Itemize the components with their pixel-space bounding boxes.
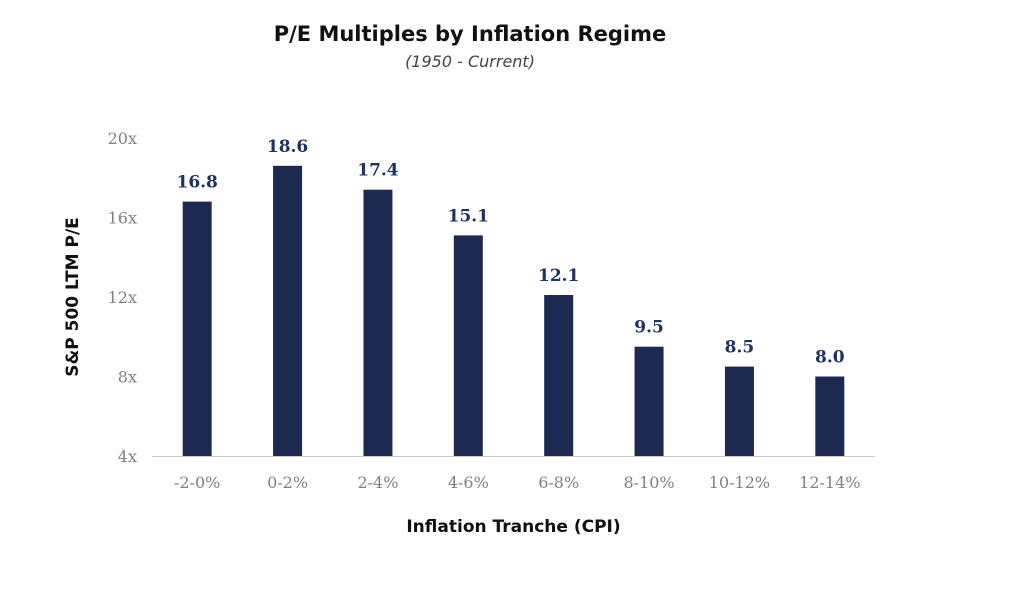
y-tick-label: 8x: [118, 368, 137, 387]
bar-data-label: 8.5: [725, 338, 755, 358]
x-tick-label: 0-2%: [267, 473, 308, 492]
bar: [273, 165, 303, 456]
bar-data-label: 18.6: [267, 137, 308, 157]
bar-data-label: 17.4: [357, 161, 399, 181]
bar: [363, 189, 393, 457]
bar: [453, 235, 483, 456]
bar-data-label: 9.5: [634, 318, 664, 338]
x-axis-ticks: -2-0% 0-2% 2-4% 4-6% 6-8% 8-10% 10-12% 12-14%: [174, 473, 860, 492]
bar: [815, 376, 845, 456]
x-tick-label: 8-10%: [623, 473, 674, 492]
bar-data-label: 15.1: [448, 206, 489, 226]
y-tick-label: 16x: [108, 209, 137, 228]
bar-data-label: 8.0: [815, 348, 845, 368]
bar-data-label: 16.8: [176, 173, 217, 193]
x-tick-label: -2-0%: [174, 473, 220, 492]
x-tick-label: 12-14%: [799, 473, 860, 492]
chart-subtitle: (1950 - Current): [405, 52, 535, 71]
bar-series: [182, 165, 845, 457]
y-tick-label: 12x: [108, 288, 137, 307]
y-tick-label: 20x: [108, 129, 137, 148]
bar: [544, 295, 574, 456]
y-axis-ticks: 4x 8x 12x 16x 20x: [108, 129, 137, 466]
y-tick-label: 4x: [118, 447, 137, 466]
bar: [634, 346, 664, 456]
bar: [182, 201, 212, 456]
x-tick-label: 4-6%: [448, 473, 489, 492]
x-tick-label: 6-8%: [538, 473, 579, 492]
x-tick-label: 10-12%: [709, 473, 770, 492]
x-tick-label: 2-4%: [357, 473, 398, 492]
chart-title: P/E Multiples by Inflation Regime: [273, 22, 667, 46]
bar-data-labels: 16.8 18.6 17.4 15.1 12.1 9.5 8.5 8.0: [176, 137, 844, 368]
bar: [724, 366, 754, 456]
y-axis-label: S&P 500 LTM P/E: [63, 217, 83, 377]
x-axis-label: Inflation Tranche (CPI): [406, 517, 620, 537]
bar-data-label: 12.1: [538, 266, 579, 286]
